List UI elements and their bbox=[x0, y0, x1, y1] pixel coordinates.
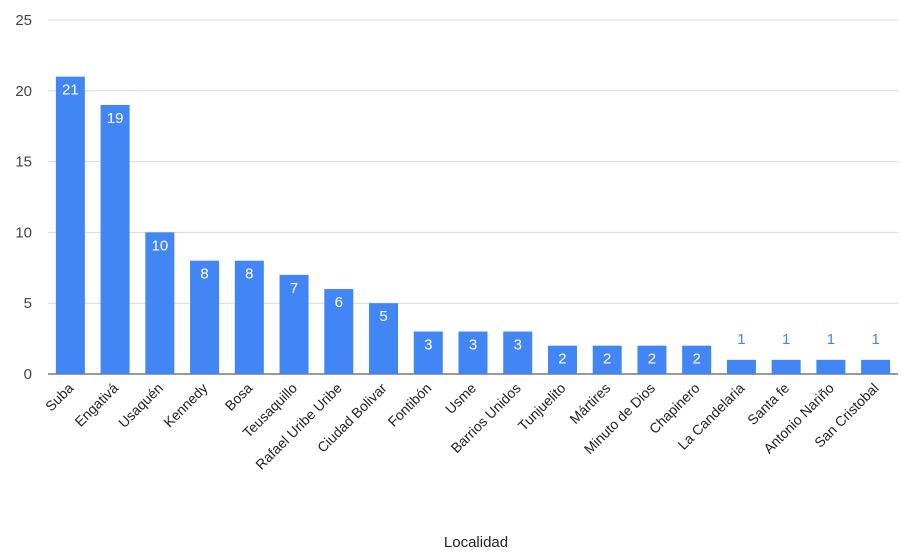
data-label: 5 bbox=[379, 308, 387, 325]
bar bbox=[637, 345, 667, 374]
data-label: 2 bbox=[603, 351, 611, 368]
data-label: 3 bbox=[469, 337, 477, 354]
y-tick-label: 10 bbox=[15, 224, 32, 241]
bar bbox=[369, 303, 399, 374]
data-label: 21 bbox=[62, 82, 79, 99]
y-axis-ticks: 0 5 10 15 20 25 bbox=[15, 12, 32, 383]
data-label: 2 bbox=[693, 351, 701, 368]
x-tick-label: Kennedy bbox=[160, 380, 210, 430]
data-label: 1 bbox=[782, 331, 790, 348]
data-label: 1 bbox=[827, 331, 835, 348]
data-label: 6 bbox=[335, 294, 343, 311]
bar bbox=[771, 359, 801, 374]
data-label: 1 bbox=[737, 331, 745, 348]
bar bbox=[592, 345, 622, 374]
data-label: 8 bbox=[200, 266, 208, 283]
data-label: 7 bbox=[290, 280, 298, 297]
x-tick-label: Usaquén bbox=[115, 380, 166, 431]
data-label: 19 bbox=[107, 110, 124, 127]
x-tick-label: Tunjuelito bbox=[515, 380, 569, 434]
data-label: 2 bbox=[558, 351, 566, 368]
data-label: 2 bbox=[648, 351, 656, 368]
y-tick-label: 5 bbox=[24, 295, 32, 312]
data-label: 10 bbox=[151, 237, 168, 254]
data-label: 3 bbox=[424, 337, 432, 354]
x-tick-label: Engativá bbox=[71, 380, 121, 430]
bar bbox=[190, 260, 220, 374]
bar bbox=[324, 289, 354, 374]
bar bbox=[55, 76, 85, 374]
bar bbox=[458, 331, 488, 374]
x-axis-title: Localidad bbox=[444, 534, 508, 551]
bar bbox=[503, 331, 533, 374]
data-label: 1 bbox=[871, 331, 879, 348]
y-tick-label: 20 bbox=[15, 83, 32, 100]
data-label: 3 bbox=[514, 337, 522, 354]
bar bbox=[145, 232, 175, 374]
bar bbox=[100, 104, 130, 375]
bar bbox=[816, 359, 846, 374]
bar bbox=[234, 260, 264, 374]
y-tick-label: 15 bbox=[15, 154, 32, 171]
bar bbox=[413, 331, 443, 374]
x-tick-label: Suba bbox=[42, 380, 77, 415]
x-tick-label: Fontibón bbox=[385, 380, 435, 430]
x-tick-label: Usme bbox=[442, 380, 479, 417]
bar bbox=[726, 359, 756, 374]
y-tick-label: 25 bbox=[15, 12, 32, 29]
bars bbox=[55, 76, 891, 375]
bar bbox=[682, 345, 712, 374]
y-tick-label: 0 bbox=[24, 366, 32, 383]
x-tick-label: Bosa bbox=[222, 380, 256, 414]
bar bbox=[547, 345, 577, 374]
data-label: 8 bbox=[245, 266, 253, 283]
gridlines bbox=[48, 19, 898, 375]
bar bbox=[861, 359, 891, 374]
bar bbox=[279, 274, 309, 374]
